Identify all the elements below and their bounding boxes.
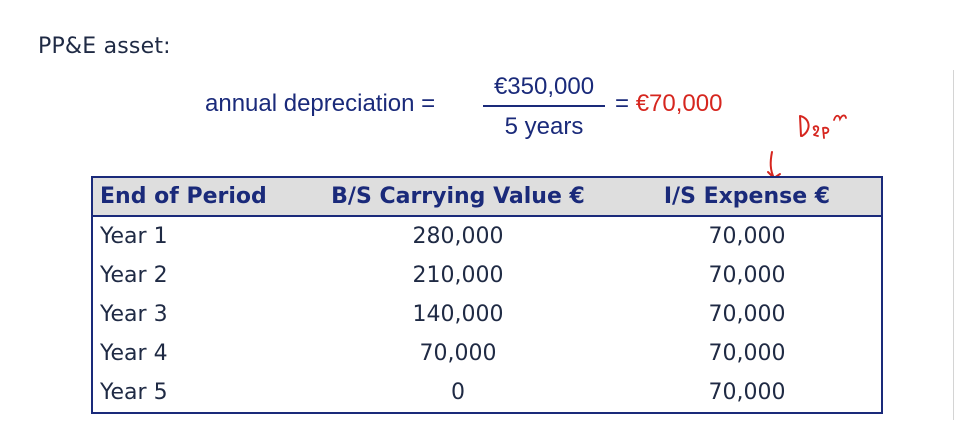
table-row: Year 5 0 70,000	[93, 373, 881, 412]
cell-period: Year 4	[100, 341, 168, 366]
handwriting-arrow	[767, 151, 781, 179]
formula-equals: =	[615, 90, 630, 117]
cell-expense: 70,000	[708, 263, 786, 288]
header-expense: I/S Expense €	[663, 184, 831, 209]
cell-carrying-value: 0	[451, 380, 465, 405]
cell-carrying-value: 210,000	[412, 263, 504, 288]
fraction-bar	[483, 105, 605, 107]
cell-expense: 70,000	[708, 380, 786, 405]
divider	[953, 70, 954, 420]
cell-period: Year 2	[100, 263, 168, 288]
handwriting-n	[833, 114, 847, 122]
slide-heading: PP&E asset:	[38, 34, 171, 59]
formula-numerator: €350,000	[493, 73, 595, 100]
formula-label: annual depreciation =	[205, 90, 436, 117]
table-header-row: End of Period B/S Carrying Value € I/S E…	[93, 178, 881, 217]
cell-carrying-value: 280,000	[412, 224, 504, 249]
cell-period: Year 1	[100, 224, 168, 249]
cell-period: Year 5	[100, 380, 168, 405]
handwriting-d	[799, 115, 810, 137]
handwriting-e	[812, 125, 820, 137]
table-row: Year 2 210,000 70,000	[93, 256, 881, 295]
cell-period: Year 3	[100, 302, 168, 327]
depreciation-table: End of Period B/S Carrying Value € I/S E…	[91, 176, 883, 414]
table-row: Year 4 70,000 70,000	[93, 334, 881, 373]
header-carrying-value: B/S Carrying Value €	[331, 184, 585, 209]
formula-fraction: €350,000 5 years	[483, 70, 605, 144]
cell-expense: 70,000	[708, 341, 786, 366]
cell-carrying-value: 70,000	[419, 341, 497, 366]
handwritten-annotation	[767, 114, 847, 179]
cell-carrying-value: 140,000	[412, 302, 504, 327]
header-end-of-period: End of Period	[100, 184, 267, 209]
formula-denominator: 5 years	[504, 113, 584, 140]
formula-result: €70,000	[635, 90, 723, 117]
table-row: Year 1 280,000 70,000	[93, 217, 881, 256]
handwriting-p	[822, 126, 830, 139]
formula-result-group: = €70,000	[615, 90, 722, 118]
cell-expense: 70,000	[708, 224, 786, 249]
table-row: Year 3 140,000 70,000	[93, 295, 881, 334]
cell-expense: 70,000	[708, 302, 786, 327]
